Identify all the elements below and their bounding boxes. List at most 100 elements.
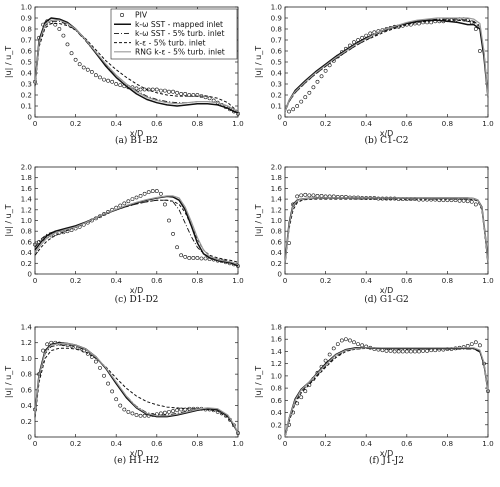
x-tick-label: 0.4 [110,276,122,285]
y-axis-label: |u| / u_T [4,46,13,78]
y-tick-label: 1.8 [271,173,283,182]
y-tick-label: 0.3 [271,80,282,89]
piv-data-point [327,352,332,357]
y-tick-label: 0.6 [271,237,283,246]
x-tick-label: 1.0 [482,439,494,448]
series-line-1 [34,17,239,114]
piv-data-point [295,104,300,108]
y-tick-label: 1.4 [271,347,283,356]
legend-label-1: k-ω SST - mapped inlet [135,20,223,29]
y-tick-label: 0.8 [271,227,283,236]
piv-data-point [299,193,304,198]
piv-data-point [171,409,175,413]
piv-data-point [65,42,70,47]
piv-data-point [179,92,184,96]
x-tick-label: 0.6 [151,119,163,128]
y-tick-label: 0.8 [21,227,33,236]
x-tick-label: 0 [33,439,38,448]
series-line-2 [284,198,489,264]
piv-data-point [287,109,291,114]
piv-data-point [319,193,324,198]
series-line-4 [34,19,239,113]
series-line-1 [34,341,239,434]
series-line-3 [34,347,239,434]
y-tick-label: 0.2 [271,420,282,429]
y-tick-label: 0.9 [271,14,283,23]
piv-data-point [110,79,115,84]
chart-panel-4: 0 0.2 0.4 0.6 0.8 1.000.20.40.60.81.01.21.41.… [254,163,494,306]
x-tick-label: 0 [283,119,288,128]
piv-data-point [57,27,62,31]
y-tick-label: 0.1 [21,102,32,111]
piv-data-point [425,348,430,353]
y-tick-label: 0.6 [21,237,33,246]
chart-panel-6: 0 0.2 0.4 0.6 0.8 1.0 0 0.2 0.4 0.6 0.8 1.0 1.2 1.4 1.… [254,323,494,467]
y-tick-label: 0 [277,433,282,442]
y-axis-label: |u| / u_T [254,366,263,398]
x-tick-label: 0.4 [360,439,372,448]
y-axis-label: |u| / u_T [254,46,263,78]
piv-data-point [368,31,373,36]
chart-panel-3: 0 0.2 0.4 0.6 0.8 1.000.20.40.60.81.01.21.41.… [4,163,244,306]
piv-data-point [356,342,360,347]
x-tick-label: 1.0 [232,119,244,128]
piv-data-point [142,191,147,196]
piv-data-point [126,409,131,414]
piv-data-point [138,193,143,198]
piv-data-point [45,342,50,347]
piv-data-point [392,349,397,354]
y-tick-label: 0.8 [21,25,33,34]
x-axis-label: x/D [130,449,144,458]
x-tick-label: 0.4 [360,276,372,285]
x-tick-label: 0.6 [401,119,413,128]
piv-data-point [384,348,389,353]
y-tick-label: 0.4 [271,248,283,257]
piv-data-point [98,75,102,80]
x-axis-label: x/D [380,449,394,458]
x-tick-label: 0.8 [442,439,454,448]
y-tick-label: 0.3 [21,80,32,89]
x-tick-label: 1.0 [232,439,244,448]
series-line-1 [284,347,489,438]
x-tick-label: 0.8 [442,276,454,285]
y-tick-label: 0.6 [271,396,283,405]
y-tick-label: 1.6 [21,184,33,193]
y-tick-label: 0.2 [21,91,32,100]
series-line-2 [284,347,489,438]
piv-data-point [331,346,336,351]
x-tick-label: 0.8 [192,276,204,285]
panel-caption: (a) B1-B2 [115,135,158,146]
series-line-4 [284,347,489,438]
piv-data-point [167,89,171,94]
piv-data-point [118,203,123,208]
x-tick-label: 0 [33,276,38,285]
y-tick-label: 0.8 [271,25,283,34]
series-line-4 [284,17,489,112]
x-tick-label: 0.4 [110,439,122,448]
x-tick-label: 0 [283,439,288,448]
piv-data-point [307,193,312,198]
piv-data-point [110,389,115,394]
piv-data-point [191,93,196,97]
y-tick-label: 1.0 [21,354,33,363]
series-line-1 [284,197,489,264]
piv-data-point [167,409,171,414]
piv-data-point [106,381,110,386]
piv-data-point [69,51,74,56]
y-tick-label: 1.6 [271,184,283,193]
piv-data-point [150,189,155,193]
x-tick-label: 0.4 [360,119,372,128]
piv-data-point [199,256,204,261]
y-tick-label: 1.4 [21,195,33,204]
piv-data-point [94,73,98,78]
y-tick-label: 0.9 [21,14,33,23]
x-tick-label: 0.2 [70,439,81,448]
y-tick-label: 1.0 [271,371,283,380]
y-tick-label: 0.4 [21,401,33,410]
x-tick-label: 0.2 [320,119,331,128]
y-tick-label: 2.0 [21,163,33,172]
y-tick-label: 0 [27,113,32,122]
piv-data-point [191,256,196,260]
y-tick-label: 0.7 [21,36,32,45]
chart-panel-5: 0 0.2 0.4 0.6 0.8 1.0 0 0.2 0.4 0.6 0.8 1.0 1.2 1.4 x/… [4,323,244,467]
